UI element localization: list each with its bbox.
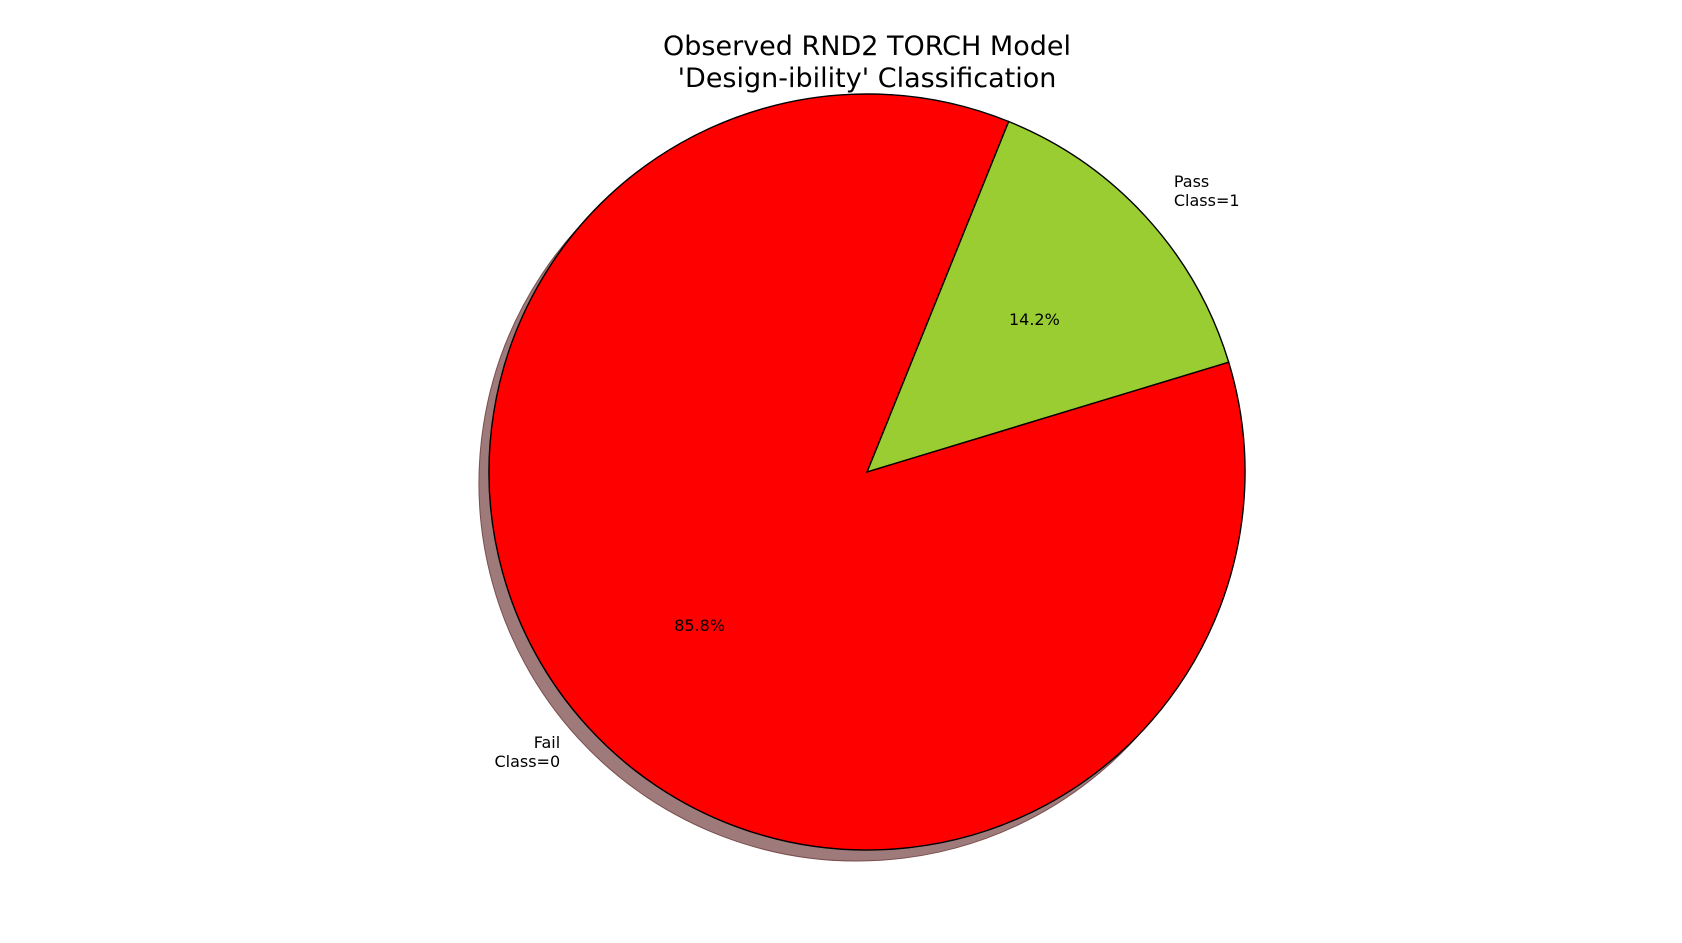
pie-category-label-line: Fail (534, 733, 560, 752)
pie-category-label-line: Pass (1174, 172, 1209, 191)
pie-category-label-0: Pass Class=1 (1174, 172, 1240, 210)
pie-category-label-line: Class=0 (494, 752, 560, 771)
pie-category-label-1: Fail Class=0 (494, 733, 560, 771)
pie-slices (488, 93, 1246, 851)
chart-title-line-2: 'Design-ibility' Classification (678, 63, 1057, 94)
pie-slice-1 (488, 93, 1246, 851)
pie-percent-label-0: 14.2% (1009, 310, 1060, 329)
pie-slice-0 (865, 120, 1230, 474)
pie-percent-label-1: 85.8% (674, 616, 725, 635)
pie-labels: 14.2% Pass Class=1 85.8% Fail Class=0 (494, 172, 1239, 771)
pie-category-label-line: Class=1 (1174, 191, 1240, 210)
chart-title-line-1: Observed RND2 TORCH Model (663, 31, 1071, 62)
chart-title: Observed RND2 TORCH Model 'Design-ibilit… (663, 31, 1071, 94)
